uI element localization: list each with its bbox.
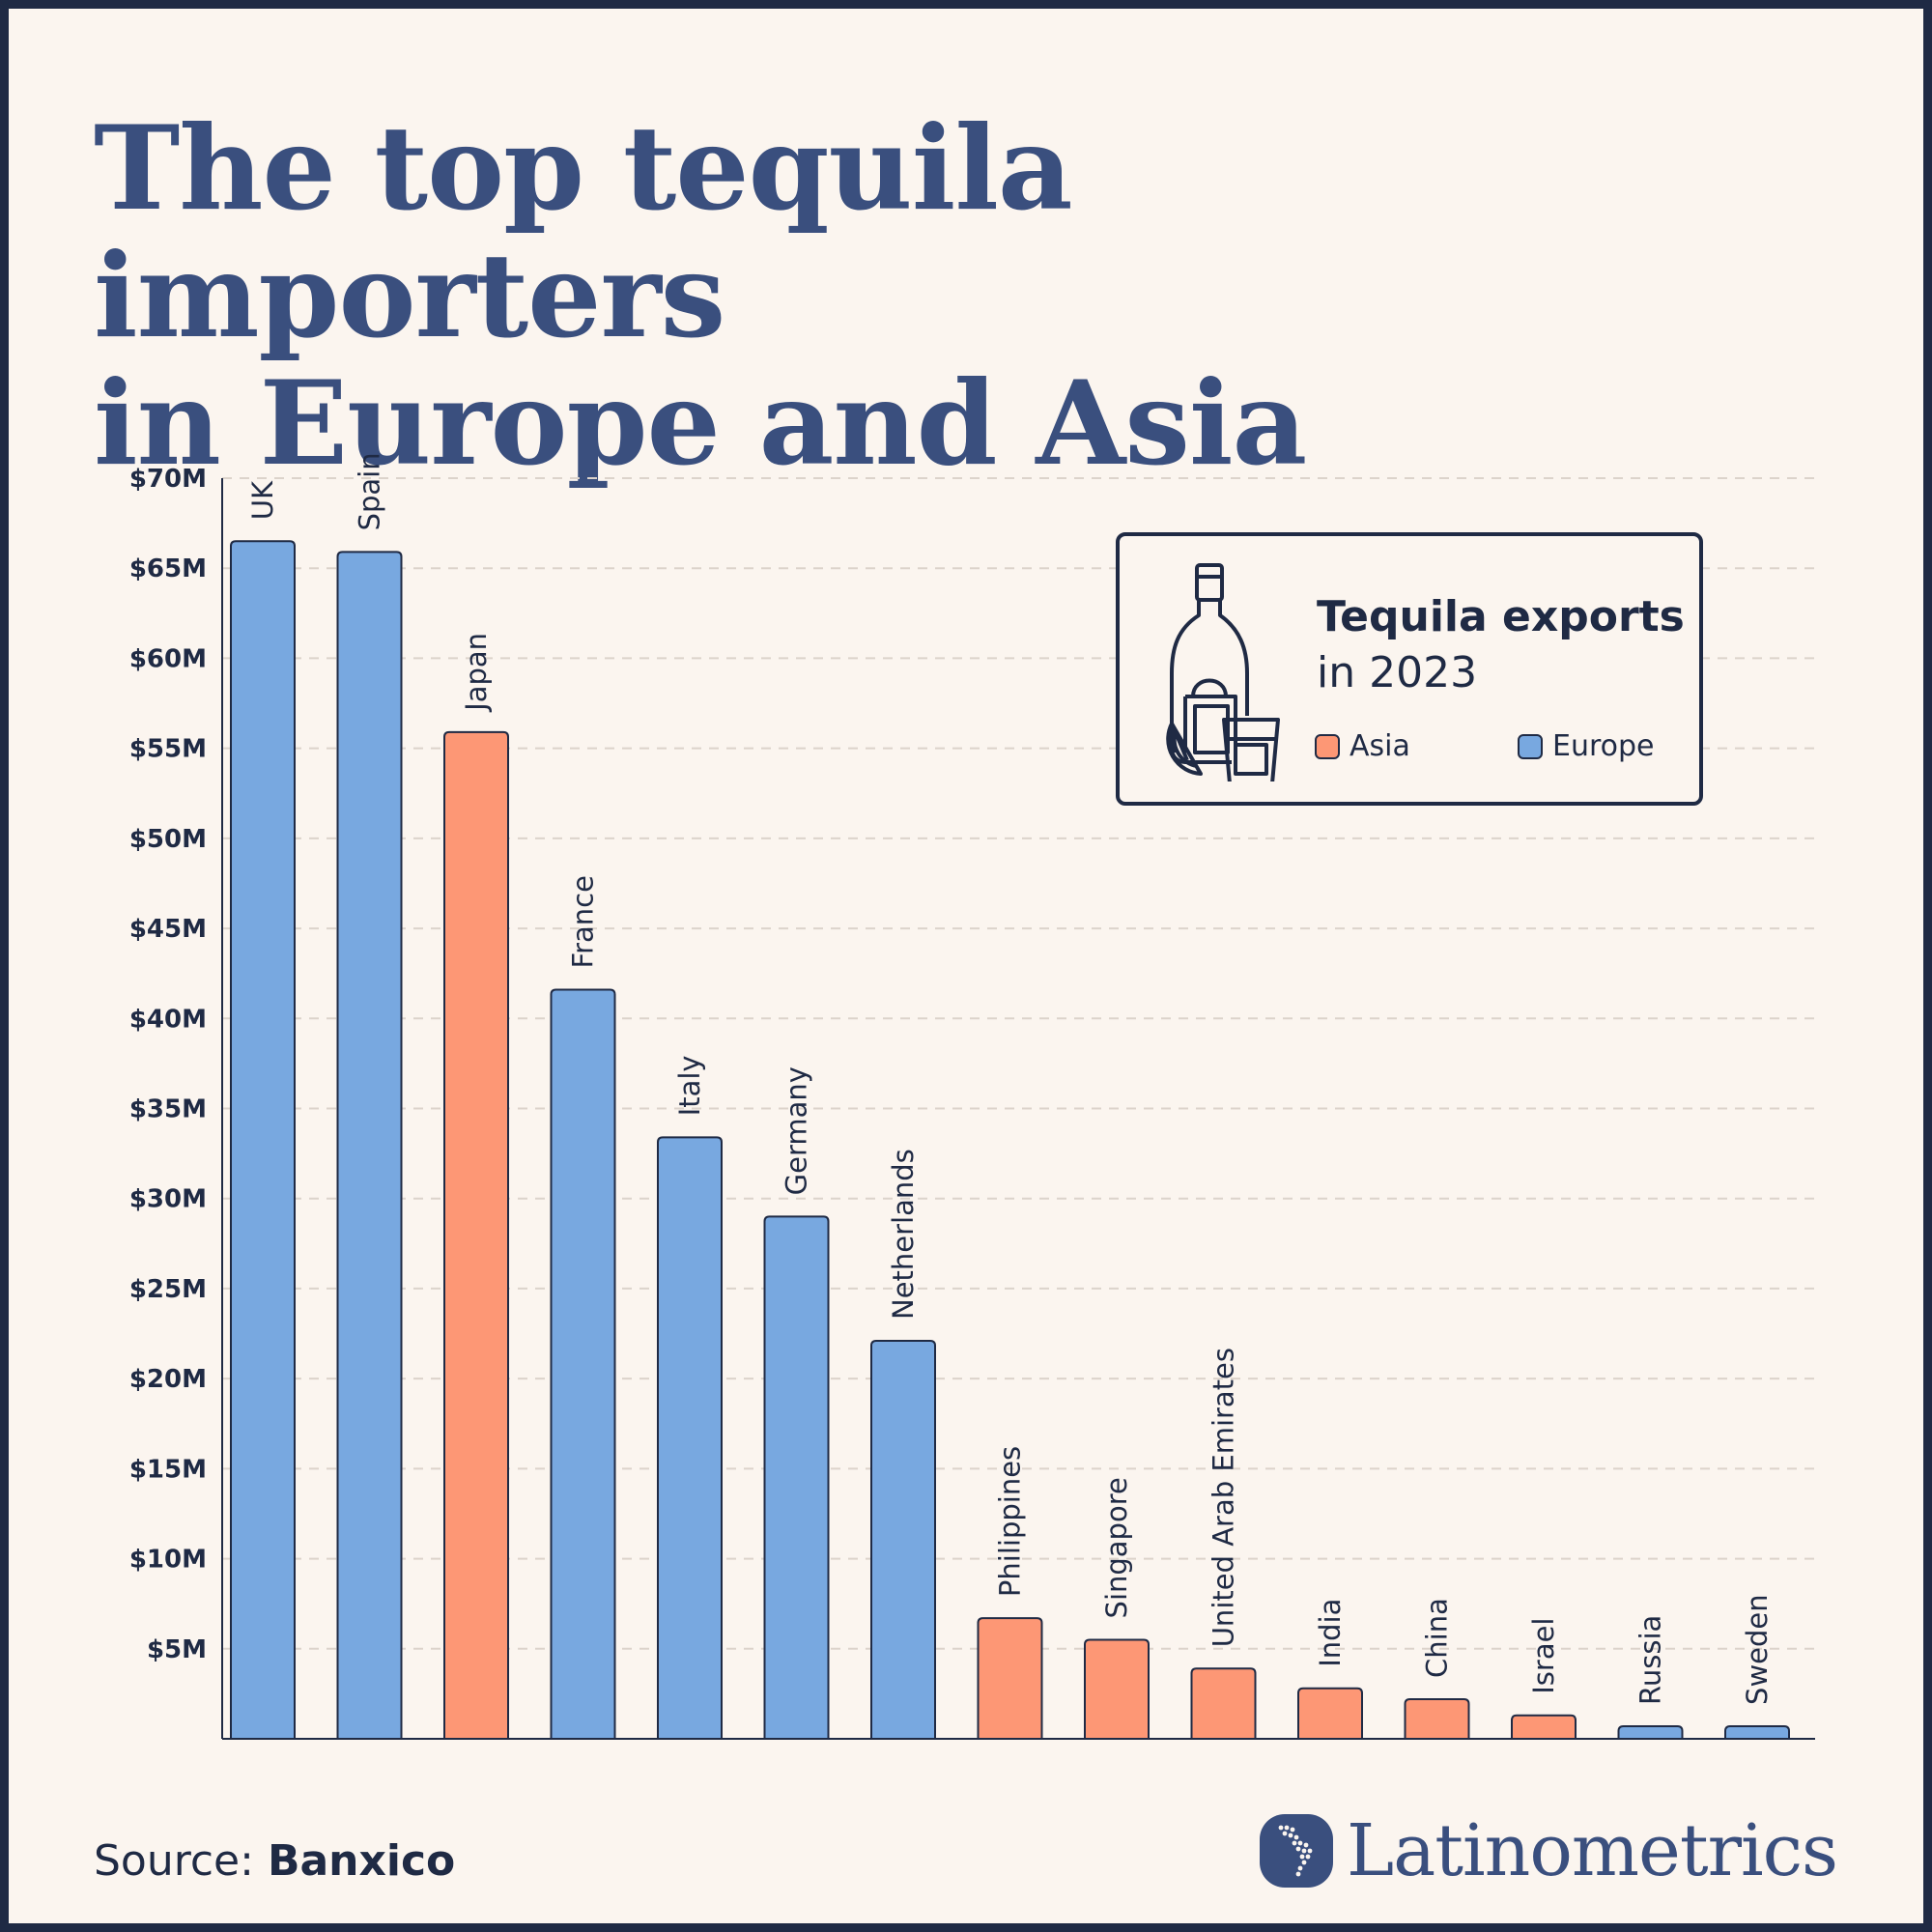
bar-chart: $5M $10M $15M $20M $25M $30M $35M $40M $45M $50M $… (129, 452, 1815, 1740)
latin-america-map-logo-icon (1260, 1814, 1333, 1888)
legend-label-asia: Asia (1350, 729, 1410, 763)
bar-label: China (1421, 1598, 1454, 1678)
source-name: Banxico (267, 1836, 456, 1886)
chart-title-line-2: in Europe and Asia (94, 355, 1307, 492)
y-tick-label: $35M (129, 1095, 207, 1124)
legend-subtitle: in 2023 (1317, 648, 1478, 697)
y-tick-label: $55M (129, 735, 207, 764)
bar-spain (336, 551, 403, 1739)
bar-label: United Arab Emirates (1208, 1348, 1240, 1647)
bar-israel (1511, 1714, 1577, 1739)
legend-item-asia: Asia (1315, 729, 1410, 763)
legend-swatch-asia (1315, 733, 1340, 759)
y-tick-label: $65M (129, 554, 207, 583)
bar-label: Italy (673, 1055, 706, 1116)
bar-label: Philippines (994, 1446, 1027, 1597)
y-tick-label: $70M (129, 465, 207, 494)
bar-label: Netherlands (887, 1149, 920, 1320)
brand-logo: Latinometrics (1260, 1807, 1838, 1894)
infographic-page: The top tequila importers in Europe and … (9, 9, 1923, 1923)
bar-labels: UK Spain Japan France Italy Germany Netherland… (246, 452, 1774, 1705)
bar-label: Russia (1634, 1615, 1667, 1705)
bar-india (1297, 1687, 1363, 1739)
bars (230, 540, 1790, 1739)
y-tick-label: $5M (147, 1635, 207, 1664)
legend-label-europe: Europe (1552, 729, 1655, 763)
bar-united-arab-emirates (1190, 1667, 1257, 1739)
bar-label: Sweden (1741, 1594, 1774, 1705)
bar-label: Spain (354, 452, 386, 530)
bar-label: Japan (460, 633, 493, 713)
bar-label: Singapore (1100, 1477, 1133, 1618)
chart-title: The top tequila importers in Europe and … (94, 105, 1639, 488)
source-prefix: Source: (94, 1836, 254, 1886)
legend-title: Tequila exports (1317, 592, 1685, 641)
bar-russia (1617, 1724, 1684, 1739)
y-tick-label: $10M (129, 1546, 207, 1575)
legend-item-europe: Europe (1518, 729, 1655, 763)
bar-label: France (567, 875, 600, 968)
bar-singapore (1084, 1638, 1150, 1739)
legend-box: Tequila exports in 2023 Asia Europe (1116, 532, 1703, 806)
bar-label: UK (246, 480, 279, 520)
y-tick-label: $40M (129, 1005, 207, 1034)
bar-germany (763, 1215, 830, 1739)
y-tick-label: $30M (129, 1185, 207, 1214)
y-tick-label: $50M (129, 825, 207, 854)
bar-label: India (1314, 1599, 1347, 1667)
bar-sweden (1724, 1724, 1790, 1739)
y-tick-label: $25M (129, 1275, 207, 1304)
bar-label: Israel (1527, 1617, 1560, 1693)
y-tick-label: $15M (129, 1455, 207, 1484)
source-note: Source: Banxico (94, 1836, 455, 1886)
bar-france (550, 988, 616, 1739)
bar-italy (657, 1136, 723, 1739)
y-tick-label: $45M (129, 915, 207, 944)
bar-label: Germany (781, 1066, 813, 1195)
bar-japan (443, 730, 509, 1739)
y-tick-label: $60M (129, 644, 207, 673)
tequila-bottle-glass-lime-icon (1166, 563, 1280, 781)
bar-netherlands (870, 1339, 936, 1739)
bar-china (1404, 1697, 1470, 1739)
bar-uk (230, 540, 296, 1739)
legend-swatch-europe (1518, 733, 1543, 759)
y-axis-ticks: $5M $10M $15M $20M $25M $30M $35M $40M $45M $50M $… (129, 465, 207, 1664)
chart-title-line-1: The top tequila importers (94, 100, 1073, 364)
brand-name: Latinometrics (1347, 1809, 1838, 1892)
y-tick-label: $20M (129, 1365, 207, 1394)
bar-philippines (977, 1617, 1043, 1739)
